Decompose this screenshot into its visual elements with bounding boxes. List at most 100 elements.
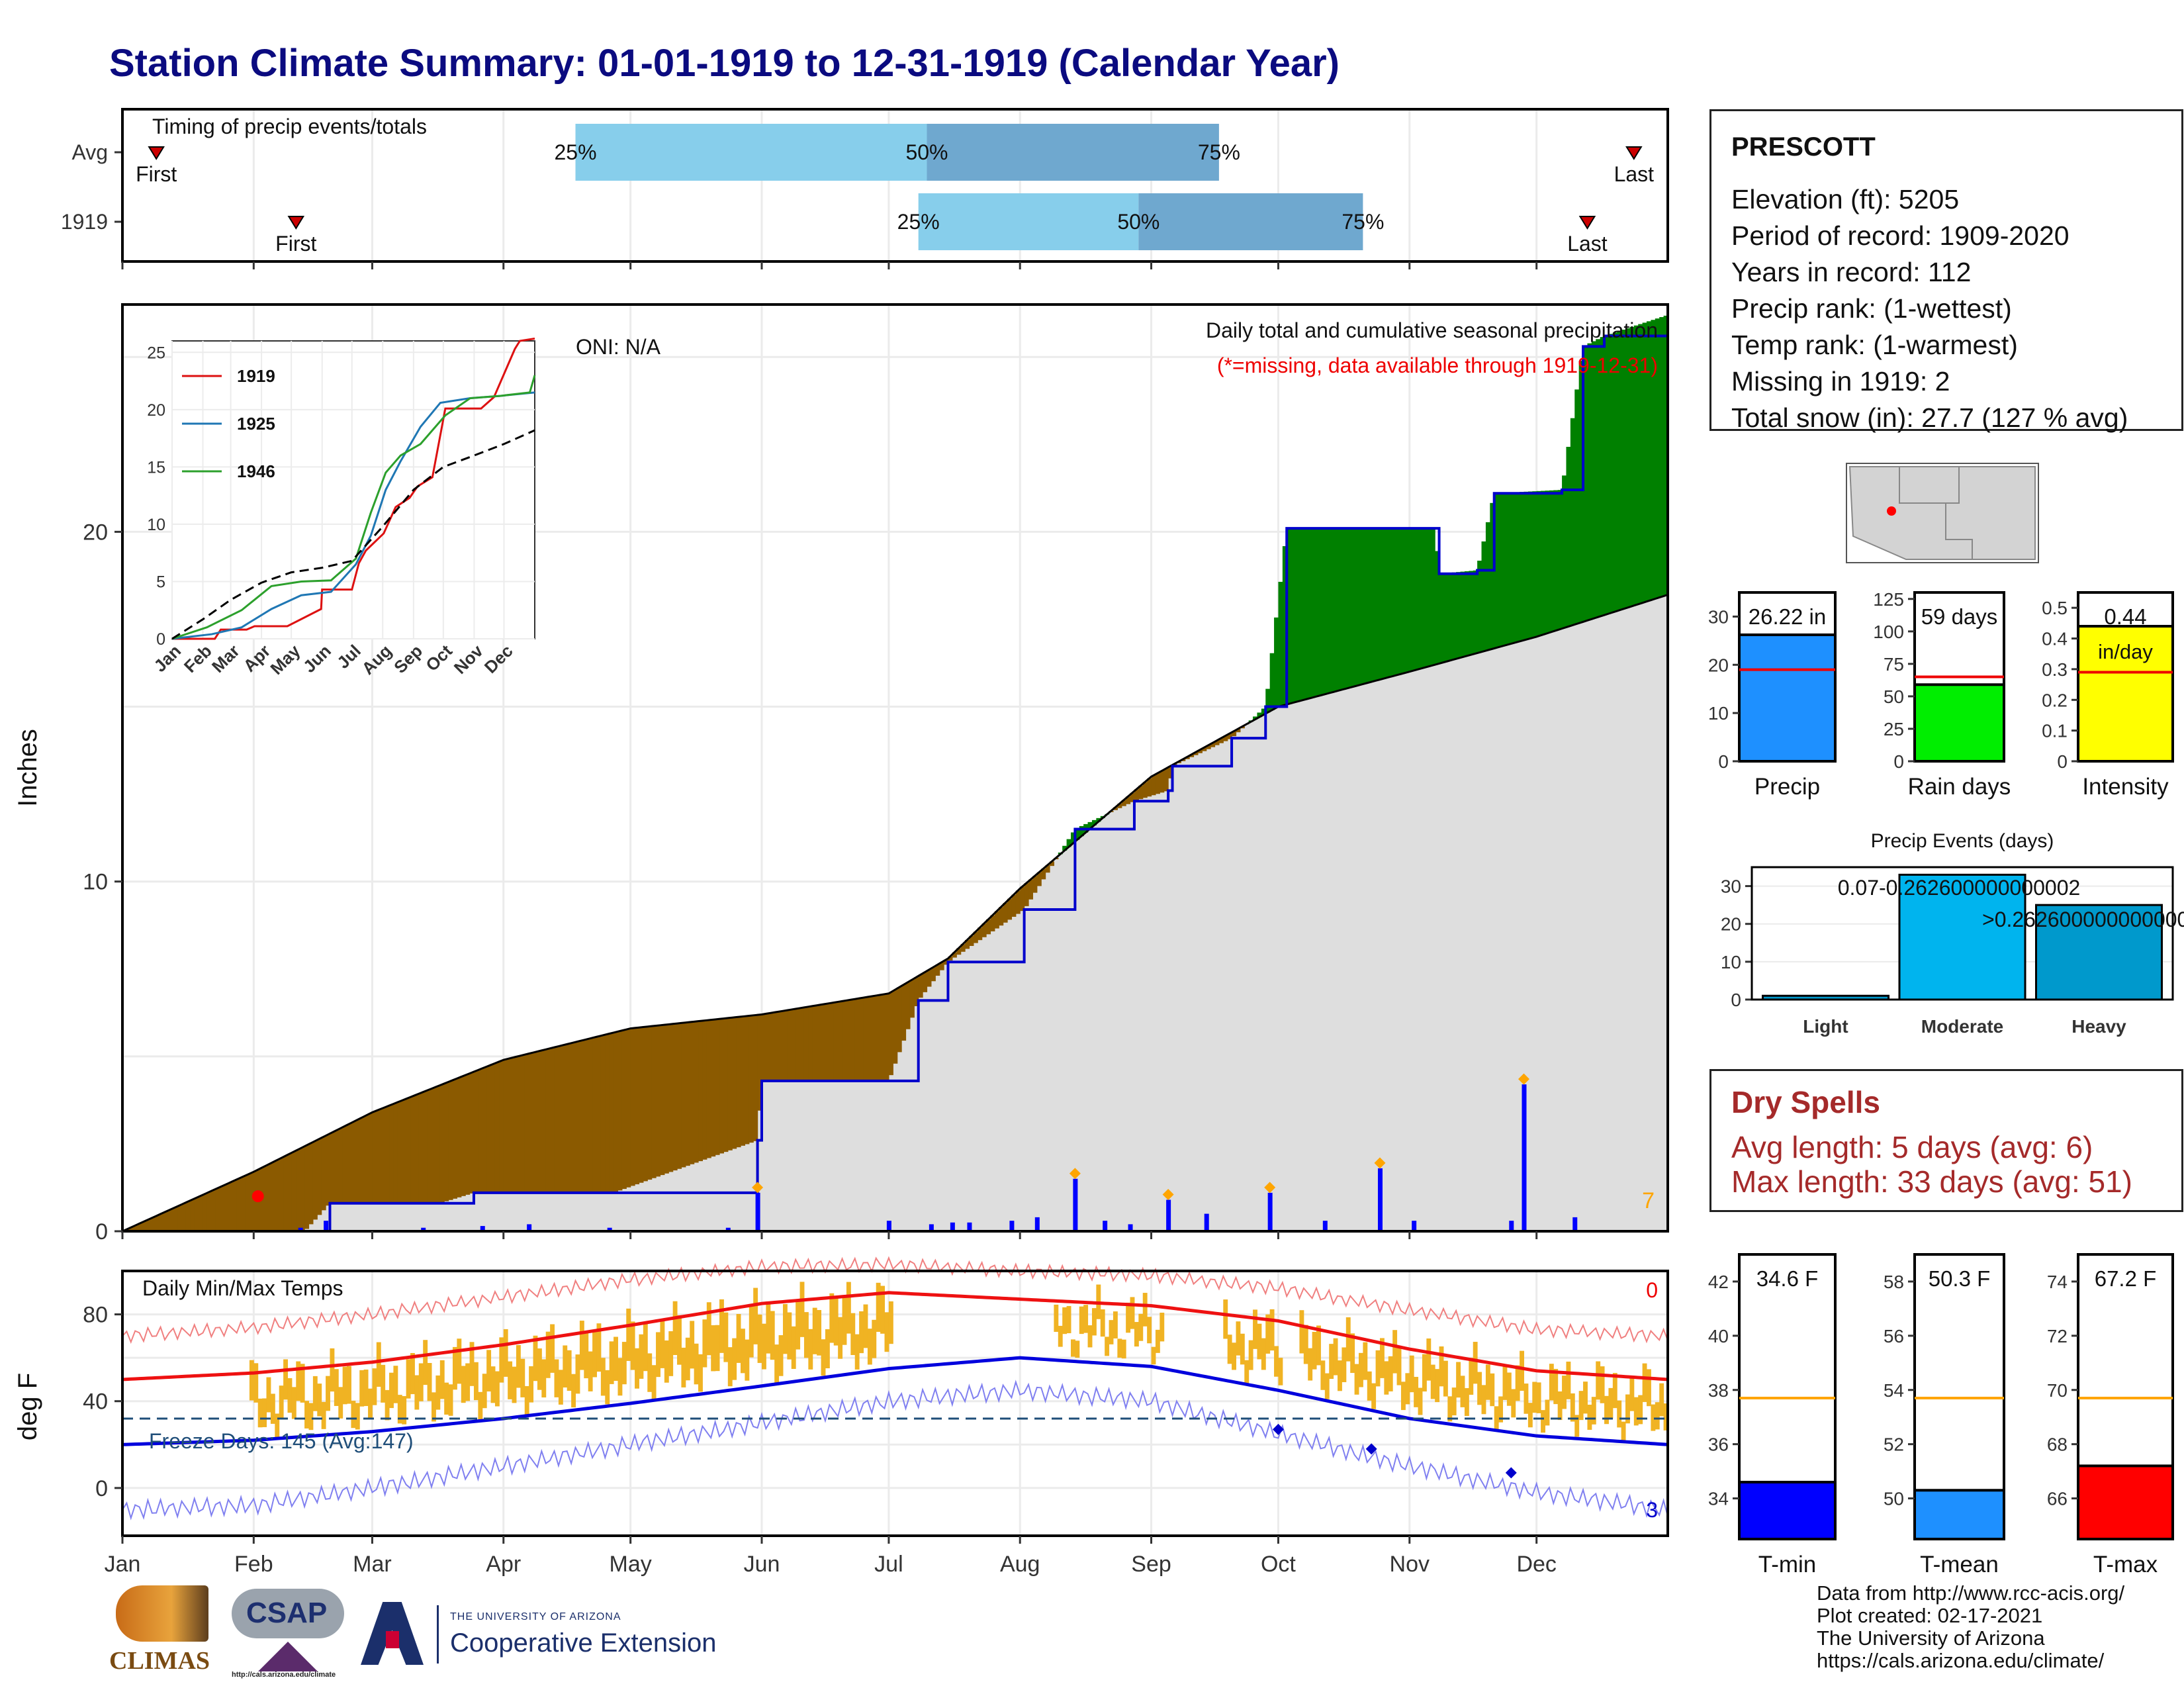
deficit-fill	[494, 1062, 500, 1193]
daily-temp-bar	[1354, 1364, 1359, 1395]
inset-ytick-label: 25	[147, 344, 165, 362]
daily-temp-bar	[859, 1311, 864, 1354]
csap-text: CSAP	[246, 1597, 328, 1629]
daily-temp-bar	[1562, 1376, 1567, 1409]
events-ytick-label: 20	[1721, 914, 1741, 935]
deficit-fill	[808, 1006, 813, 1081]
daily-temp-bar	[1223, 1299, 1228, 1339]
mini-bar-title: Precip	[1754, 774, 1820, 800]
daily-temp-bar	[478, 1391, 483, 1421]
surplus-fill	[1265, 688, 1271, 713]
daily-precip-bar	[1166, 1199, 1171, 1231]
cumulative-1919-line	[122, 314, 1669, 1233]
deficit-fill	[702, 1020, 707, 1160]
daily-temp-bar	[1303, 1325, 1308, 1364]
surplus-fill	[1329, 528, 1334, 693]
inset-ytick-label: 20	[147, 401, 165, 420]
daily-temp-bar	[1494, 1406, 1499, 1429]
daily-temp-bar	[715, 1325, 720, 1372]
surplus-fill	[1338, 528, 1343, 690]
deficit-fill	[185, 1201, 191, 1231]
surplus-fill	[1439, 573, 1444, 663]
deficit-fill	[393, 1103, 398, 1203]
dry-max-length: Max length: 33 days (avg: 51)	[1731, 1164, 2132, 1199]
deficit-fill	[321, 1137, 326, 1211]
deficit-fill	[694, 1021, 699, 1163]
surplus-fill	[1456, 572, 1461, 659]
station-missing: Missing in 1919: 2	[1731, 366, 1950, 397]
surplus-fill	[1333, 528, 1338, 692]
deficit-fill	[177, 1205, 183, 1231]
daily-temp-bar	[1113, 1311, 1118, 1338]
daily-temp-bar	[1338, 1360, 1342, 1391]
surplus-fill	[1659, 317, 1664, 597]
surplus-fill	[1087, 821, 1093, 829]
month-label: Feb	[234, 1552, 273, 1577]
daily-temp-bar	[393, 1366, 398, 1403]
mini-bar-ytick-label: 42	[1708, 1272, 1729, 1292]
deficit-fill	[432, 1088, 436, 1203]
deficit-fill	[414, 1094, 420, 1203]
deficit-fill	[126, 1228, 132, 1231]
deficit-fill	[283, 1156, 289, 1231]
deficit-fill	[372, 1111, 377, 1203]
daily-temp-bar	[1604, 1395, 1609, 1425]
deficit-fill	[791, 1009, 796, 1081]
daily-temp-bar	[537, 1348, 542, 1390]
precip-corner-count: 7	[1642, 1188, 1655, 1213]
mini-bar-ytick-label: 0.4	[2042, 629, 2068, 649]
daily-temp-bar	[359, 1370, 365, 1407]
deficit-fill	[884, 994, 889, 1081]
mini-bar-ytick-label: 25	[1884, 719, 1904, 739]
deficit-fill	[880, 994, 886, 1081]
deficit-fill	[656, 1025, 661, 1177]
daily-temp-bar	[376, 1342, 381, 1387]
mini-bar-value	[1738, 1481, 1837, 1540]
deficit-fill	[516, 1056, 521, 1193]
daily-temp-bar	[342, 1366, 347, 1405]
deficit-fill	[211, 1190, 216, 1231]
daily-temp-bar	[651, 1365, 657, 1401]
daily-temp-bar	[1147, 1317, 1152, 1344]
daily-temp-bar	[1265, 1314, 1271, 1354]
deficit-fill	[621, 1029, 627, 1190]
daily-temp-bar	[432, 1392, 436, 1422]
daily-temp-bar	[867, 1329, 872, 1365]
daily-precip-bar	[1103, 1221, 1108, 1231]
daily-precip-bar	[1572, 1217, 1578, 1231]
surplus-fill	[1375, 528, 1381, 680]
daily-temp-bar	[516, 1344, 521, 1388]
deficit-fill	[389, 1104, 394, 1203]
deficit-fill	[554, 1047, 559, 1193]
deficit-fill	[1130, 792, 1135, 802]
daily-temp-bar	[1299, 1310, 1304, 1354]
daily-temp-bar	[1121, 1339, 1126, 1359]
daily-temp-bar	[600, 1358, 606, 1396]
deficit-fill	[723, 1018, 729, 1152]
deficit-fill	[1155, 773, 1160, 794]
daily-temp-bar	[1477, 1372, 1482, 1405]
daily-precip-bar	[725, 1227, 731, 1231]
deficit-fill	[156, 1215, 161, 1231]
daily-precip-bar	[421, 1227, 426, 1231]
surplus-fill	[1287, 528, 1292, 704]
deficit-fill	[1113, 807, 1118, 810]
daily-temp-bar	[279, 1385, 284, 1419]
daily-temp-bar	[287, 1378, 293, 1413]
deficit-fill	[1206, 745, 1211, 749]
deficit-fill	[799, 1008, 805, 1081]
deficit-fill	[859, 998, 864, 1081]
deficit-fill	[444, 1082, 449, 1201]
deficit-fill	[1138, 785, 1144, 800]
mini-bar-value	[1913, 683, 2005, 763]
surplus-fill	[1536, 491, 1541, 636]
surplus-fill	[1473, 570, 1478, 654]
daily-temp-bar	[494, 1371, 500, 1407]
daily-temp-bar	[1473, 1342, 1478, 1384]
deficit-fill	[567, 1043, 572, 1193]
daily-temp-bar	[1629, 1376, 1635, 1411]
daily-precip-marker	[1374, 1157, 1386, 1169]
deficit-fill	[224, 1184, 229, 1231]
daily-temp-bar	[838, 1317, 843, 1359]
daily-temp-bar	[524, 1385, 529, 1417]
